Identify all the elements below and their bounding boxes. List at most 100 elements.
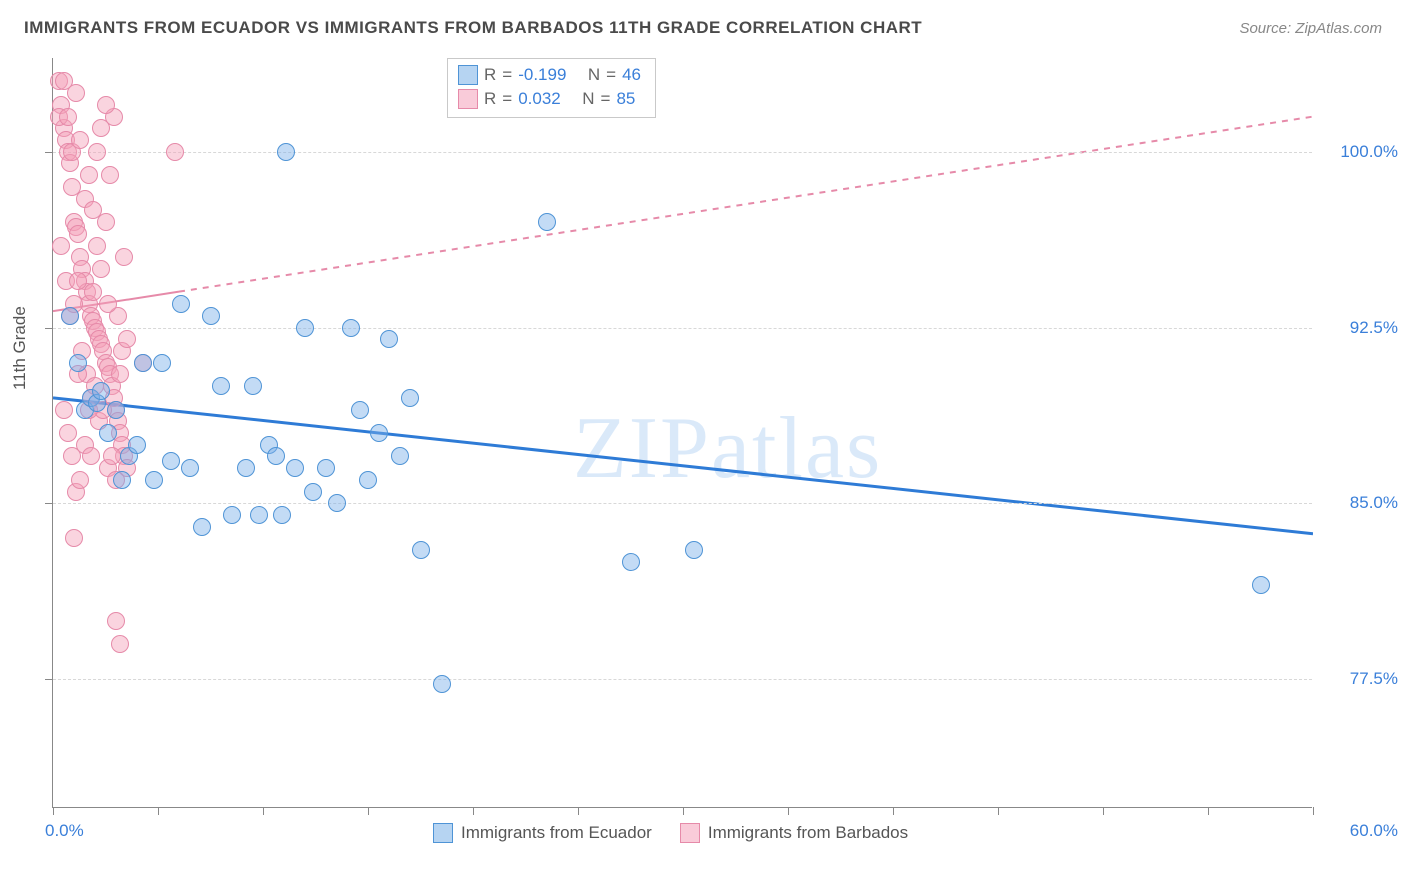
data-point bbox=[111, 635, 129, 653]
legend-stats-row-blue: R = -0.199 N = 46 bbox=[458, 63, 641, 87]
gridline bbox=[53, 328, 1312, 329]
data-point bbox=[351, 401, 369, 419]
x-tick bbox=[473, 807, 474, 815]
data-point bbox=[113, 471, 131, 489]
data-point bbox=[97, 96, 115, 114]
data-point bbox=[80, 166, 98, 184]
x-tick bbox=[158, 807, 159, 815]
y-tick bbox=[45, 679, 53, 680]
data-point bbox=[370, 424, 388, 442]
data-point bbox=[359, 471, 377, 489]
data-point bbox=[212, 377, 230, 395]
legend-barbados-label: Immigrants from Barbados bbox=[708, 823, 908, 843]
x-tick bbox=[368, 807, 369, 815]
y-tick-label: 92.5% bbox=[1322, 318, 1398, 338]
x-tick bbox=[53, 807, 54, 815]
legend-n-label: N bbox=[582, 87, 594, 111]
x-tick bbox=[1313, 807, 1314, 815]
x-tick bbox=[788, 807, 789, 815]
data-point bbox=[1252, 576, 1270, 594]
data-point bbox=[193, 518, 211, 536]
data-point bbox=[115, 248, 133, 266]
data-point bbox=[244, 377, 262, 395]
data-point bbox=[304, 483, 322, 501]
data-point bbox=[59, 424, 77, 442]
legend-eq: = bbox=[502, 63, 512, 87]
data-point bbox=[69, 225, 87, 243]
legend-item-barbados: Immigrants from Barbados bbox=[680, 823, 908, 843]
data-point bbox=[538, 213, 556, 231]
y-tick bbox=[45, 503, 53, 504]
chart-title: IMMIGRANTS FROM ECUADOR VS IMMIGRANTS FR… bbox=[24, 18, 922, 38]
data-point bbox=[82, 447, 100, 465]
data-point bbox=[59, 108, 77, 126]
data-point bbox=[97, 213, 115, 231]
data-point bbox=[267, 447, 285, 465]
data-point bbox=[118, 330, 136, 348]
y-tick bbox=[45, 152, 53, 153]
swatch-blue-icon bbox=[458, 65, 478, 85]
data-point bbox=[380, 330, 398, 348]
data-point bbox=[202, 307, 220, 325]
data-point bbox=[328, 494, 346, 512]
data-point bbox=[391, 447, 409, 465]
legend-n-label: N bbox=[588, 63, 600, 87]
gridline bbox=[53, 503, 1312, 504]
data-point bbox=[412, 541, 430, 559]
legend-ecuador-label: Immigrants from Ecuador bbox=[461, 823, 652, 843]
data-point bbox=[273, 506, 291, 524]
x-tick bbox=[263, 807, 264, 815]
watermark: ZIPatlas bbox=[573, 398, 882, 499]
data-point bbox=[88, 143, 106, 161]
data-point bbox=[55, 401, 73, 419]
data-point bbox=[153, 354, 171, 372]
data-point bbox=[69, 354, 87, 372]
gridline bbox=[53, 679, 1312, 680]
data-point bbox=[145, 471, 163, 489]
data-point bbox=[622, 553, 640, 571]
data-point bbox=[166, 143, 184, 161]
legend-pink-n-value: 85 bbox=[616, 87, 635, 111]
data-point bbox=[92, 119, 110, 137]
legend-blue-r-value: -0.199 bbox=[518, 63, 566, 87]
data-point bbox=[65, 529, 83, 547]
swatch-pink-icon bbox=[680, 823, 700, 843]
data-point bbox=[342, 319, 360, 337]
legend-pink-r-value: 0.032 bbox=[518, 87, 561, 111]
x-tick bbox=[893, 807, 894, 815]
legend-stats-row-pink: R = 0.032 N = 85 bbox=[458, 87, 641, 111]
legend-r-label: R bbox=[484, 63, 496, 87]
data-point bbox=[101, 166, 119, 184]
x-tick bbox=[1208, 807, 1209, 815]
data-point bbox=[134, 354, 152, 372]
y-tick-label: 77.5% bbox=[1322, 669, 1398, 689]
gridline bbox=[53, 152, 1312, 153]
legend-item-ecuador: Immigrants from Ecuador bbox=[433, 823, 652, 843]
data-point bbox=[250, 506, 268, 524]
legend-eq: = bbox=[502, 87, 512, 111]
data-point bbox=[172, 295, 190, 313]
data-point bbox=[296, 319, 314, 337]
y-tick-label: 85.0% bbox=[1322, 493, 1398, 513]
data-point bbox=[181, 459, 199, 477]
data-point bbox=[99, 295, 117, 313]
data-point bbox=[223, 506, 241, 524]
x-tick bbox=[1103, 807, 1104, 815]
x-tick bbox=[578, 807, 579, 815]
legend-eq: = bbox=[601, 87, 611, 111]
x-axis-min-label: 0.0% bbox=[45, 821, 84, 841]
data-point bbox=[67, 84, 85, 102]
data-point bbox=[685, 541, 703, 559]
data-point bbox=[286, 459, 304, 477]
data-point bbox=[277, 143, 295, 161]
data-point bbox=[107, 401, 125, 419]
y-axis-title: 11th Grade bbox=[10, 306, 30, 390]
x-tick bbox=[683, 807, 684, 815]
data-point bbox=[433, 675, 451, 693]
data-point bbox=[401, 389, 419, 407]
data-point bbox=[71, 131, 89, 149]
data-point bbox=[99, 424, 117, 442]
plot-area: ZIPatlas R = -0.199 N = 46 R = 0.032 N =… bbox=[52, 58, 1312, 808]
swatch-blue-icon bbox=[433, 823, 453, 843]
data-point bbox=[52, 237, 70, 255]
